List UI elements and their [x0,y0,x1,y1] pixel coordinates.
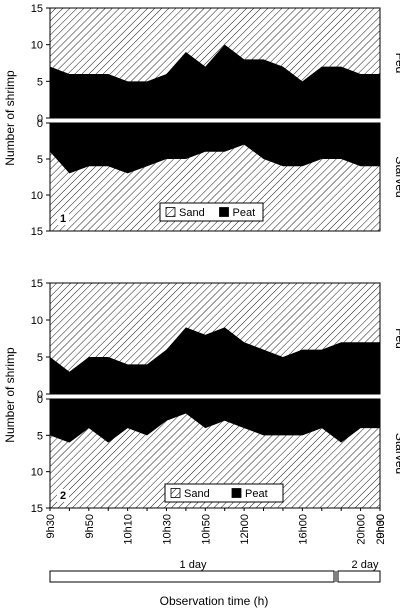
y-tick-label: 10 [31,40,43,52]
panel-2: 0 5 10 15 0 5 10 15 Fed Starved 2 Sand Peat [31,278,400,515]
peat-area-panel-2-fed [50,327,380,394]
plot-frame-panel-1-starved [49,122,381,232]
y-tick-label: 5 [37,430,43,442]
legend-sand-swatch [165,207,176,217]
x-tick-label: 9h30 [45,514,57,538]
y-tick-label: 15 [31,3,43,15]
panel-number-2: 2 [60,490,66,502]
y-tick-label: 0 [37,113,43,125]
plot-frame-panel-2-starved [49,398,381,509]
legend-box [159,202,264,222]
y-tick-label: 5 [37,76,43,88]
y-tick-label: 10 [31,315,43,327]
y-tick-label: 0 [37,118,43,130]
x-tick-label: 20h00 [375,514,387,545]
legend-sand-label: Sand [184,488,210,500]
starved-label-panel-2: Starved [393,433,400,474]
peat-area-panel-1-fed [50,44,380,118]
timeline-day-1-label: 1 day [180,559,207,571]
y-tick-label: 5 [37,154,43,166]
legend-peat-label: Peat [233,207,256,219]
x-tick-label: 9h50 [84,514,96,538]
panel-1: 0 5 10 15 0 5 10 15 Fed Starved 1 Sand Peat [31,3,400,238]
peat-area-panel-2-starved [50,399,380,443]
y-tick-label: 0 [37,389,43,401]
x-tick-label: 9h30 [375,514,387,538]
panel-number-bg [57,212,69,225]
y-tick-label: 15 [31,226,43,238]
timeline-day-2 [337,570,381,583]
timeline-day-2-label: 2 day [352,559,379,571]
y-tick-label: 15 [31,278,43,290]
legend-panel-2: Sand Peat [164,483,284,503]
x-tick-label: 16h00 [297,514,309,545]
y-tick-label: 10 [31,190,43,202]
panel-number-bg [57,489,69,502]
legend-panel-1: Sand Peat [159,202,264,222]
panels-layer: 0 5 10 15 0 5 10 15 Fed Starved 1 Sand Peat 0 5 10 15 0 5 1… [31,3,400,515]
legend-peat-label: Peat [245,488,268,500]
fed-label-panel-1: Fed [393,53,400,74]
timeline-bar: 1 day 2 day [49,559,381,583]
legend-peat-swatch [219,207,229,217]
x-tick-label: 10h50 [200,514,212,545]
y-tick-label: 5 [37,352,43,364]
x-tick-labels: 9h30 9h50 10h10 10h30 10h50 12h00 16h00 20h00 9h… [45,508,387,545]
legend-peat-swatch [231,488,242,498]
y-tick-label: 15 [31,503,43,515]
y-tick-label: 10 [31,467,43,479]
x-tick-label: 10h10 [123,514,135,545]
legend-sand-label: Sand [179,207,205,219]
y-tick-label: 0 [37,394,43,406]
timeline-day-1 [49,570,335,583]
peat-area-panel-1-starved [50,123,380,174]
panel-number-1: 1 [60,213,66,225]
y-axis-title-panel-2: Number of shrimp [3,347,17,443]
x-tick-label: 12h00 [239,514,251,545]
x-tick-label: 20h00 [356,514,368,545]
x-axis-title: Observation time (h) [160,594,269,608]
starved-label-panel-1: Starved [393,156,400,197]
fed-label-panel-2: Fed [393,328,400,349]
legend-box [164,483,284,503]
x-tick-label: 10h30 [161,514,173,545]
legend-sand-swatch [170,488,181,498]
plot-frame-panel-1-fed [49,7,381,119]
y-axis-title-panel-1: Number of shrimp [3,70,17,166]
plot-frame-panel-2-fed [49,282,381,395]
